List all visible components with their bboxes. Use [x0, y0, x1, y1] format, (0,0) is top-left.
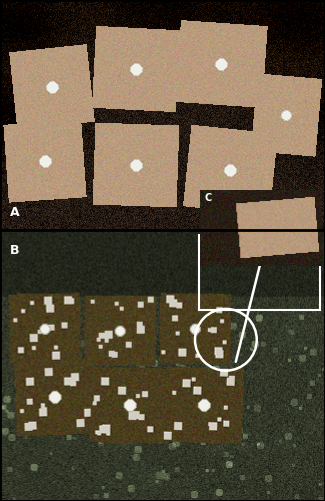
Text: B: B: [10, 243, 19, 257]
Text: C: C: [205, 193, 212, 203]
Bar: [199, 235, 320, 310]
Text: A: A: [10, 205, 20, 218]
